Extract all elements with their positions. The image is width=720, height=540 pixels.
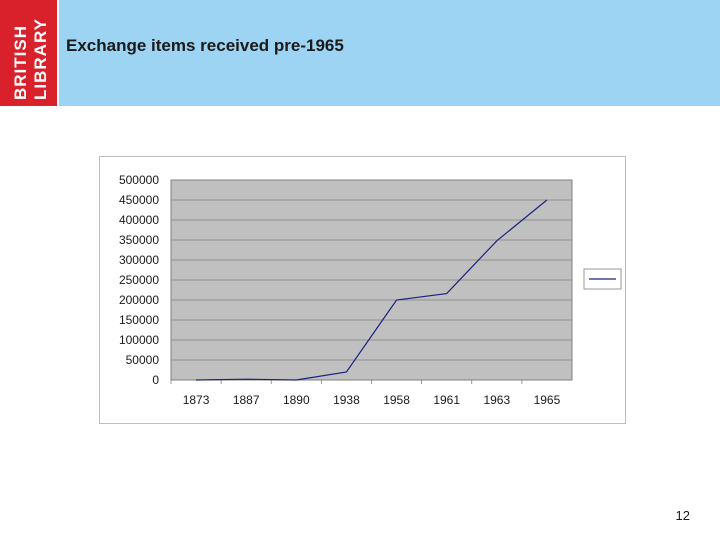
x-tick-label: 1890 <box>283 393 310 407</box>
y-tick-label: 200000 <box>119 293 159 307</box>
y-tick-label: 400000 <box>119 213 159 227</box>
slide-title: Exchange items received pre-1965 <box>66 36 344 55</box>
x-tick-label: 1958 <box>383 393 410 407</box>
x-tick-label: 1961 <box>433 393 460 407</box>
logo-line-library: LIBRARY <box>31 18 50 100</box>
y-tick-label: 150000 <box>119 313 159 327</box>
x-tick-label: 1963 <box>483 393 510 407</box>
legend <box>583 268 622 290</box>
series-line <box>196 199 548 381</box>
y-tick-label: 0 <box>152 373 159 387</box>
y-tick-label: 50000 <box>126 353 160 367</box>
header-divider <box>57 0 59 106</box>
y-axis-ticks: 0 50000 100000 150000 200000 250000 300000 3500… <box>119 173 159 387</box>
header-band <box>57 0 720 106</box>
x-tick-label: 1965 <box>534 393 561 407</box>
page-number: 12 <box>675 508 690 523</box>
x-tick-label: 1938 <box>333 393 360 407</box>
y-tick-label: 100000 <box>119 333 159 347</box>
british-library-logo: BRITISH LIBRARY <box>11 18 50 100</box>
y-tick-label: 350000 <box>119 233 159 247</box>
y-tick-label: 250000 <box>119 273 159 287</box>
logo-band <box>0 0 57 106</box>
gridlines <box>171 179 572 361</box>
y-tick-label: 500000 <box>119 173 159 187</box>
chart-frame: 0 50000 100000 150000 200000 250000 300000 3500… <box>99 156 626 424</box>
x-tick-label: 1887 <box>233 393 260 407</box>
x-axis-ticks: 1873 1887 1890 1938 1958 1961 1963 1965 <box>170 380 561 407</box>
y-tick-label: 450000 <box>119 193 159 207</box>
y-tick-label: 300000 <box>119 253 159 267</box>
line-chart: 0 50000 100000 150000 200000 250000 300000 3500… <box>119 173 622 407</box>
x-tick-label: 1873 <box>183 393 210 407</box>
logo-line-british: BRITISH <box>11 25 30 100</box>
